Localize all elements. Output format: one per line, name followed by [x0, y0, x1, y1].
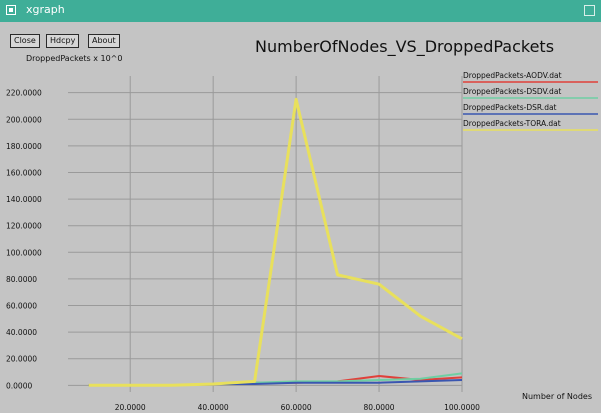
legend: DroppedPackets-AODV.dat DroppedPackets-DS…: [463, 71, 598, 131]
grid-layer: [68, 76, 463, 392]
legend-entry-label: DroppedPackets-AODV.dat: [463, 71, 562, 80]
y-tick-label: 60.0000: [6, 302, 37, 311]
y-tick-label: 40.0000: [6, 328, 37, 337]
y-tick-label: 120.0000: [6, 222, 42, 231]
y-axis-unit-label: DroppedPackets x 10^0: [26, 54, 123, 63]
y-tick-label: 200.0000: [6, 115, 42, 124]
legend-entry-label: DroppedPackets-TORA.dat: [463, 119, 561, 128]
window-title: xgraph: [26, 3, 65, 16]
y-tick-label: 80.0000: [6, 275, 37, 284]
maximize-icon[interactable]: [584, 5, 595, 16]
y-tick-label: 180.0000: [6, 142, 42, 151]
x-tick-label: 60.0000: [281, 403, 312, 412]
x-tick-label: 20.0000: [115, 403, 146, 412]
y-tick-label: 100.0000: [6, 248, 42, 257]
about-button[interactable]: About: [88, 34, 120, 48]
close-button[interactable]: Close: [10, 34, 40, 48]
x-tick-label: 40.0000: [198, 403, 229, 412]
x-tick-label: 100.0000: [444, 403, 480, 412]
tick-label-layer: 0.0000 20.0000 40.0000 60.0000 80.0000 100.00…: [6, 89, 480, 412]
series-layer: [88, 97, 463, 387]
y-tick-label: 20.0000: [6, 355, 37, 364]
y-tick-label: 140.0000: [6, 195, 42, 204]
series-line-droppedpackets-tora-dat: [88, 97, 463, 387]
legend-entry-label: DroppedPackets-DSR.dat: [463, 103, 557, 112]
y-tick-label: 160.0000: [6, 168, 42, 177]
plot-title: NumberOfNodes_VS_DroppedPackets: [255, 37, 555, 56]
legend-entry-label: DroppedPackets-DSDV.dat: [463, 87, 561, 96]
x-tick-label: 80.0000: [364, 403, 395, 412]
window-menu-icon[interactable]: [6, 5, 16, 15]
y-tick-label: 220.0000: [6, 89, 42, 98]
y-tick-label: 0.0000: [6, 381, 32, 390]
x-axis-unit-label: Number of Nodes: [522, 392, 592, 401]
hdcpy-button[interactable]: Hdcpy: [46, 34, 80, 48]
title-bar[interactable]: xgraph: [0, 0, 601, 22]
